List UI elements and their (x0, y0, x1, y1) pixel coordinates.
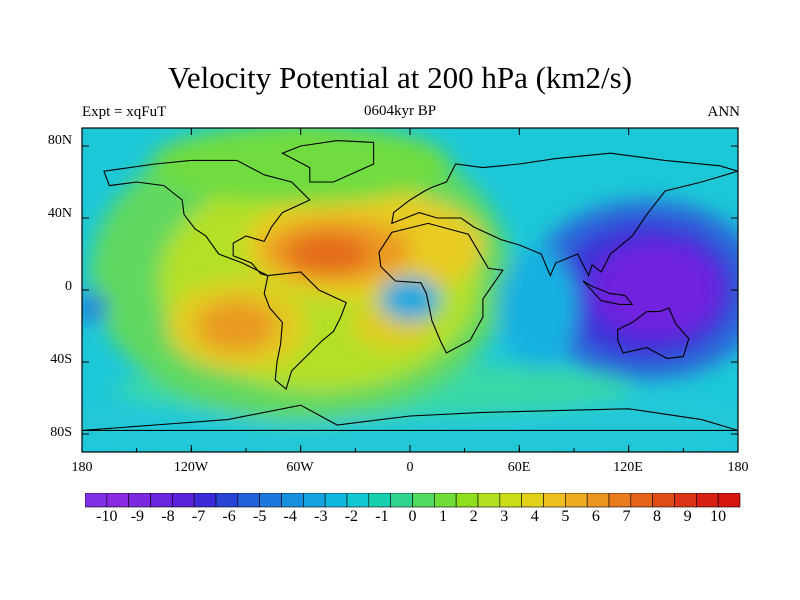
colorbar-tick-label: -2 (344, 508, 359, 525)
colorbar-tick-label: -7 (191, 508, 206, 525)
colorbar-tick-label: -1 (375, 508, 389, 525)
colorbar-tick-label: -8 (161, 508, 175, 525)
colorbar-tick-label: -3 (314, 508, 328, 525)
colorbar-cell (215, 493, 239, 508)
colorbar-cell (150, 493, 173, 508)
dateline-negative (82, 292, 108, 324)
colorbar-tick-label: 5 (561, 508, 570, 525)
coastlines (82, 140, 738, 431)
colorbar-cell (652, 493, 675, 508)
season-label: ANN (707, 104, 741, 120)
axis-ticks (81, 128, 739, 452)
colorbar-cell (499, 493, 522, 508)
colorbar-cell (106, 493, 129, 508)
x-tick-label-60w: 60W (286, 460, 314, 475)
colorbar-tick-label: 2 (469, 508, 478, 525)
y-tick-label-40N: 40N (47, 206, 72, 221)
colorbar-tick-label: 6 (591, 508, 600, 525)
colorbar-cell (565, 493, 588, 508)
north-atlantic-positive-red (286, 234, 370, 274)
colorbar-cell (390, 493, 413, 508)
colorbar-cell (543, 493, 566, 508)
colorbar-cell (281, 493, 304, 508)
x-tick-label-120w: 120W (173, 460, 209, 475)
colorbar-tick-label: -10 (96, 508, 118, 525)
colorbar-tick-label: -9 (130, 508, 145, 525)
colorbar-tick-label: 10 (710, 508, 727, 525)
colorbar-tick-label: 4 (530, 508, 539, 525)
colorbar-cell (237, 493, 260, 508)
colorbar-cell (346, 493, 370, 508)
colorbar-tick-label: 8 (653, 508, 662, 525)
colorbar-cell (128, 493, 151, 508)
colorbar-tick-label: -4 (283, 508, 297, 525)
colorbar-cell (368, 493, 391, 508)
colorbar-cell (324, 493, 348, 508)
africa-coast (378, 222, 504, 354)
eurasia-coast (391, 152, 738, 278)
y-tick-label-80N: 80N (47, 133, 72, 148)
south-pacific-positive-orange (196, 300, 277, 352)
chart-title: Velocity Potential at 200 hPa (km2/s) (167, 60, 633, 95)
colorbar-cell (586, 493, 610, 508)
colorbar-tick-label: 0 (408, 508, 417, 525)
time-label: 0604kyr BP (363, 103, 437, 119)
antarctica-coast (82, 404, 738, 431)
south-america-coast (263, 271, 347, 390)
indonesia-coast (582, 280, 634, 305)
experiment-label: Expt = xqFuT (82, 104, 167, 120)
north-america-coast (103, 159, 311, 277)
colorbar-cell (412, 493, 435, 508)
colorbar-cell (259, 493, 282, 508)
x-tick-label-60e: 60E (507, 460, 531, 475)
colorbar-tick-label: -5 (252, 508, 267, 525)
x-tick-label-120e: 120E (613, 460, 643, 475)
colorbar-tick-label: -6 (222, 508, 236, 525)
colorbar-low-cell (85, 493, 108, 508)
y-tick-label-80S: 80S (50, 425, 72, 440)
africa-negative (380, 277, 440, 321)
x-tick-label-180w: 180 (71, 460, 93, 475)
y-tick-label-40S: 40S (50, 352, 72, 367)
west-pacific-minimum-inner (591, 242, 721, 338)
field-layer (82, 128, 738, 452)
colorbar-cell (477, 493, 501, 508)
colorbar-tick-label: 7 (622, 508, 631, 525)
colorbar-cell (434, 493, 457, 508)
x-tick-label-0: 0 (406, 460, 414, 475)
colorbar-tick-label: 3 (500, 508, 509, 525)
indian-ocean-cyan (497, 248, 578, 368)
arctic-green (150, 128, 451, 204)
colorbar-cell (303, 493, 326, 508)
colorbar-cell (608, 493, 632, 508)
colorbar-tick-label: 9 (683, 508, 692, 525)
x-tick-label-180e: 180 (727, 460, 749, 475)
colorbar-cell (521, 493, 544, 508)
colorbar-cell (172, 493, 195, 508)
y-tick-label-0: 0 (65, 279, 72, 294)
colorbar-tick-label: 1 (439, 508, 448, 525)
colorbar-high-cell (717, 493, 741, 508)
colorbar (85, 493, 741, 508)
australia-coast (617, 307, 690, 359)
greenland-coast (281, 140, 375, 183)
colorbar-cell (193, 493, 217, 508)
colorbar-cell (630, 493, 653, 508)
colorbar-cell (455, 493, 479, 508)
colorbar-cell (674, 493, 697, 508)
colorbar-cell (696, 493, 719, 508)
